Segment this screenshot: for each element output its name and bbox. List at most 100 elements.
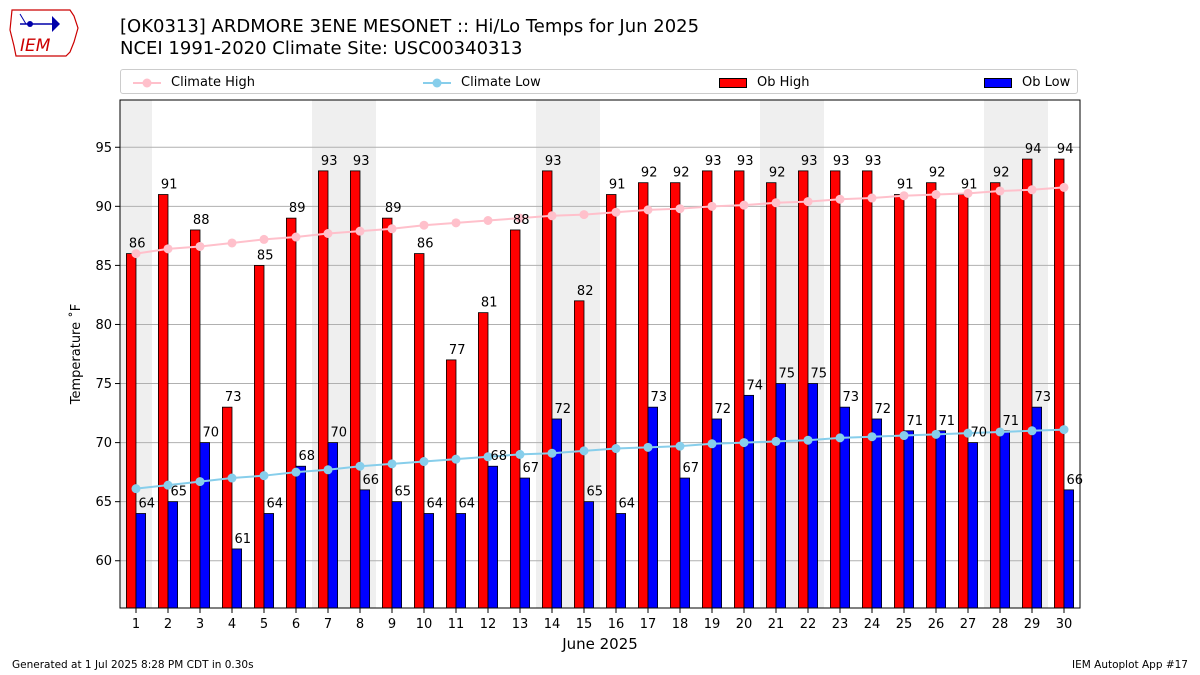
ob-high-label: 86 <box>417 237 434 252</box>
ob-low-label: 71 <box>1003 414 1020 429</box>
x-tick-label: 1 <box>132 617 140 632</box>
ob-low-label: 68 <box>299 449 316 464</box>
ob-low-label: 61 <box>235 532 252 547</box>
ob-high-bar <box>862 170 873 609</box>
ob-low-label: 70 <box>203 426 220 441</box>
ob-low-bar <box>359 489 371 609</box>
climate-high-point <box>675 204 685 214</box>
ob-high-label: 93 <box>801 154 818 169</box>
ob-low-label: 64 <box>427 496 444 511</box>
ob-high-bar <box>542 170 553 609</box>
ob-low-bar <box>551 418 563 609</box>
y-tick-label: 65 <box>95 495 112 510</box>
ob-high-label: 93 <box>321 154 338 169</box>
ob-low-bar <box>487 465 499 609</box>
ob-low-bar <box>871 418 883 609</box>
climate-high-point <box>931 190 941 200</box>
x-tick-label: 5 <box>260 617 268 632</box>
ob-high-label: 91 <box>897 178 914 193</box>
x-tick-label: 26 <box>928 617 945 632</box>
x-tick-label: 4 <box>228 617 236 632</box>
ob-low-bar <box>615 513 627 609</box>
climate-high-point <box>995 186 1005 196</box>
climate-high-point <box>547 211 557 221</box>
x-tick-label: 2 <box>164 617 172 632</box>
ob-high-label: 88 <box>513 213 530 228</box>
ob-high-label: 94 <box>1057 142 1074 157</box>
climate-high-point <box>483 216 493 226</box>
climate-high-point <box>611 207 621 217</box>
ob-low-label: 74 <box>747 378 764 393</box>
x-tick-label: 9 <box>388 617 396 632</box>
ob-low-label: 70 <box>971 426 988 441</box>
ob-high-label: 93 <box>737 154 754 169</box>
climate-high-point <box>739 200 749 210</box>
ob-low-bar <box>1063 489 1075 609</box>
climate-low-point <box>355 461 365 471</box>
climate-low-point <box>259 471 269 481</box>
x-tick-label: 15 <box>576 617 593 632</box>
ob-high-label: 94 <box>1025 142 1042 157</box>
climate-high-point <box>419 220 429 230</box>
climate-low-point <box>483 452 493 462</box>
page-title: [OK0313] ARDMORE 3ENE MESONET :: Hi/Lo T… <box>120 16 699 60</box>
x-tick-label: 13 <box>512 617 529 632</box>
ob-high-label: 85 <box>257 248 274 263</box>
ob-low-bar <box>807 383 819 609</box>
ob-low-label: 72 <box>555 402 572 417</box>
ob-high-bar <box>606 194 617 609</box>
ob-high-bar <box>894 194 905 609</box>
ob-low-label: 64 <box>459 496 476 511</box>
ob-high-bar <box>381 217 393 609</box>
climate-low-point <box>739 438 749 448</box>
legend-label-ob-high: Ob High <box>757 75 810 90</box>
climate-low-swatch <box>423 78 451 87</box>
ob-high-bar <box>349 170 361 609</box>
climate-high-point <box>515 213 525 223</box>
x-tick-label: 23 <box>832 617 849 632</box>
ob-low-bar <box>455 513 467 609</box>
x-tick-label: 12 <box>480 617 497 632</box>
ob-high-label: 92 <box>993 166 1010 181</box>
climate-high-point <box>835 194 845 204</box>
y-tick-label: 70 <box>95 436 112 451</box>
ob-low-bar <box>391 501 403 609</box>
ob-high-bar <box>285 217 297 609</box>
ob-high-bar <box>766 182 777 609</box>
climate-low-line <box>135 428 1065 490</box>
legend-label-climate-low: Climate Low <box>461 75 541 90</box>
ob-high-label: 81 <box>481 296 498 311</box>
generated-note: Generated at 1 Jul 2025 8:28 PM CDT in 0… <box>12 659 254 671</box>
climate-high-point <box>803 197 813 207</box>
ob-low-label: 64 <box>619 496 636 511</box>
x-tick-label: 10 <box>416 617 433 632</box>
ob-high-bar <box>638 182 649 609</box>
ob-low-bar <box>935 430 947 609</box>
climate-low-point <box>611 444 621 454</box>
legend-item-ob-high: Ob High <box>719 70 810 95</box>
climate-high-point <box>323 228 333 238</box>
climate-high-point <box>899 191 909 201</box>
ob-low-bar <box>199 442 211 609</box>
ob-high-bar <box>157 194 169 609</box>
ob-high-label: 93 <box>833 154 850 169</box>
x-axis-label: June 2025 <box>561 635 638 653</box>
ob-low-label: 64 <box>139 496 156 511</box>
y-tick-label: 95 <box>95 141 112 156</box>
x-tick-label: 17 <box>640 617 657 632</box>
legend-label-climate-high: Climate High <box>171 75 256 90</box>
climate-low-point <box>707 439 717 449</box>
x-tick-label: 16 <box>608 617 625 632</box>
ob-low-bar <box>135 513 147 609</box>
x-tick-label: 11 <box>448 617 465 632</box>
x-tick-label: 19 <box>704 617 721 632</box>
ob-high-label: 92 <box>673 166 690 181</box>
ob-high-bar <box>926 182 937 609</box>
climate-low-point <box>579 446 589 456</box>
app-note: IEM Autoplot App #17 <box>1072 659 1188 671</box>
climate-low-point <box>1027 426 1037 436</box>
ob-low-bar <box>1031 406 1043 609</box>
ob-high-label: 92 <box>929 166 946 181</box>
iem-logo: IEM <box>9 9 79 57</box>
x-tick-label: 30 <box>1056 617 1073 632</box>
